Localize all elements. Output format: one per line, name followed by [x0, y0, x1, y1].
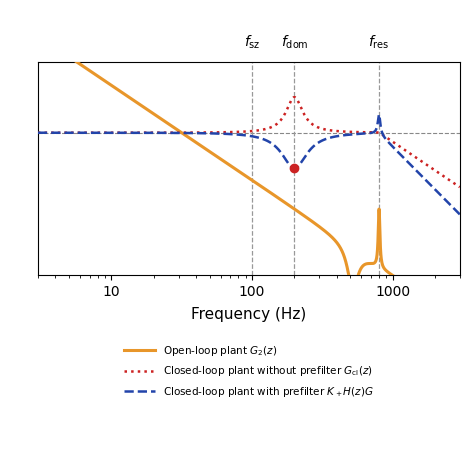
- Text: $f_{\rm res}$: $f_{\rm res}$: [368, 34, 390, 51]
- X-axis label: Frequency (Hz): Frequency (Hz): [191, 307, 307, 322]
- Text: $f_{\rm sz}$: $f_{\rm sz}$: [244, 34, 260, 51]
- Legend: Open-loop plant $G_2(z)$, Closed-loop plant without prefilter $G_{\mathrm{cl}}(z: Open-loop plant $G_2(z)$, Closed-loop pl…: [119, 340, 378, 403]
- Text: $f_{\rm dom}$: $f_{\rm dom}$: [281, 34, 308, 51]
